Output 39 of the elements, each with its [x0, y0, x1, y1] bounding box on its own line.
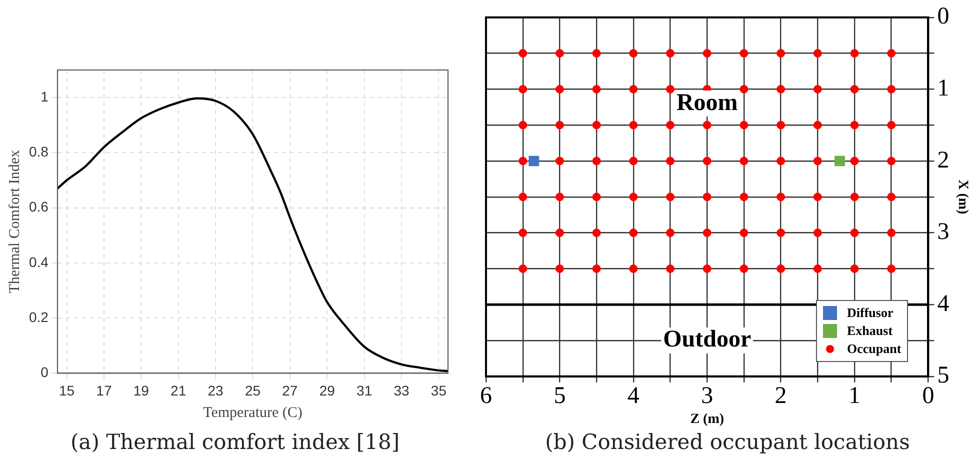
annotation: Room [676, 90, 738, 116]
y-tick-label: 3 [937, 219, 950, 246]
x-tick-label: 23 [208, 382, 224, 398]
legend-label: Diffusor [847, 305, 894, 322]
x-tick-label: 21 [170, 382, 186, 398]
x-tick-label: 4 [627, 383, 640, 410]
x-axis-title: Z (m) [690, 412, 724, 428]
y-tick-label: 1 [40, 88, 49, 104]
y-tick-label: 1 [937, 75, 950, 102]
y-tick-label: 0.4 [28, 254, 49, 270]
y-axis-title: Thermal Comfort Index [6, 149, 23, 294]
x-axis-title: Temperature (C) [203, 404, 302, 421]
x-tick-label: 27 [282, 382, 298, 398]
y-tick-label: 0.6 [28, 198, 49, 215]
x-tick-label: 6 [480, 383, 492, 410]
legend-label: Occupant [847, 341, 902, 358]
y-tick-label: 0.2 [28, 308, 49, 325]
y-tick-label: 2 [937, 147, 950, 174]
y-axis-title: X (m) [954, 180, 970, 215]
y-tick-label: 0 [937, 4, 950, 30]
text: (a) Thermal comfort index [18] [69, 430, 401, 454]
x-tick-label: 15 [58, 382, 75, 398]
text: (b) Considered occupant locations [544, 430, 911, 454]
y-tick-label: 0 [40, 364, 49, 380]
legend-label: Exhaust [847, 323, 893, 340]
x-tick-label: 33 [394, 382, 410, 398]
y-tick-label: 0.8 [28, 144, 49, 160]
x-tick-label: 1 [848, 383, 860, 410]
x-tick-label: 25 [244, 382, 261, 398]
annotation: Outdoor [663, 326, 752, 353]
x-tick-label: 31 [356, 382, 372, 398]
x-tick-label: 2 [774, 383, 787, 410]
x-tick-label: 3 [701, 383, 714, 410]
y-tick-label: 4 [937, 290, 950, 317]
x-tick-label: 19 [133, 382, 150, 398]
x-tick-label: 17 [96, 382, 112, 398]
x-tick-label: 35 [430, 382, 447, 398]
x-tick-label: 5 [554, 383, 566, 410]
x-tick-label: 29 [319, 382, 336, 398]
